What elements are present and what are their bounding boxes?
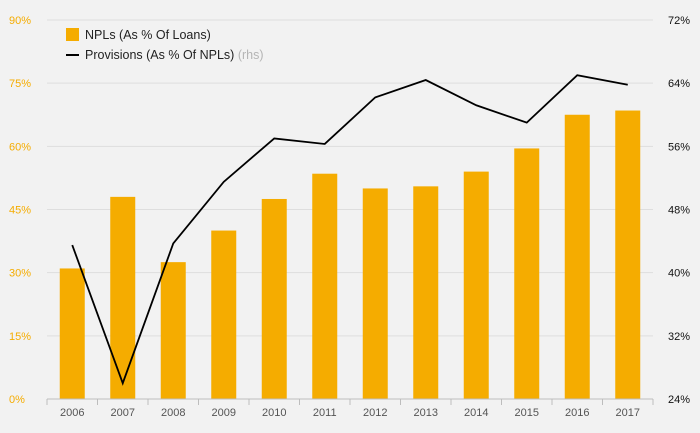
axes: 0% 24% 15% 32% 30% 40% 45% 48% 60% 56% 75% 64% 90% 72… — [9, 15, 690, 419]
bar-npls-2016 — [564, 114, 590, 399]
legend-label-provisions-name: Provisions (As % Of NPLs) — [85, 48, 234, 62]
bar-npls-2011 — [312, 173, 338, 399]
x-tick-label: 2014 — [464, 407, 488, 419]
bar-npls-2006 — [59, 268, 85, 399]
bar-npls-2010 — [261, 198, 287, 399]
y-left-tick-label: 15% — [9, 331, 31, 343]
bar-npls-2013 — [413, 186, 439, 399]
y-left-tick-label: 30% — [9, 268, 31, 280]
legend-label-provisions-suffix: (rhs) — [238, 48, 264, 62]
y-right-tick-label: 56% — [668, 141, 690, 153]
x-tick-label: 2010 — [262, 407, 286, 419]
y-left-tick-label: 45% — [9, 205, 31, 217]
bar-npls-2012 — [362, 188, 388, 399]
bar-series — [59, 110, 641, 400]
y-right-tick-label: 64% — [668, 78, 690, 90]
x-tick-label: 2015 — [515, 407, 539, 419]
legend-label-provisions: Provisions (As % Of NPLs) (rhs) — [85, 48, 264, 62]
legend-swatch-npls — [66, 28, 79, 41]
x-tick-label: 2006 — [60, 407, 84, 419]
y-right-tick-label: 32% — [668, 331, 690, 343]
y-left-tick-label: 75% — [9, 78, 31, 90]
x-tick-label: 2012 — [363, 407, 387, 419]
bar-npls-2015 — [514, 148, 540, 399]
y-right-tick-label: 40% — [668, 268, 690, 280]
x-tick-label: 2016 — [565, 407, 589, 419]
y-right-tick-label: 24% — [668, 394, 690, 406]
bar-npls-2014 — [463, 171, 489, 399]
bar-npls-2007 — [110, 196, 136, 399]
y-left-tick-label: 60% — [9, 141, 31, 153]
y-right-tick-label: 48% — [668, 205, 690, 217]
y-right-tick-label: 72% — [668, 15, 690, 27]
y-left-tick-label: 0% — [9, 394, 25, 406]
gridlines — [47, 19, 653, 337]
y-left-tick-label: 90% — [9, 15, 31, 27]
x-tick-label: 2011 — [313, 407, 337, 419]
line-series — [71, 74, 628, 386]
bar-npls-2009 — [211, 230, 237, 399]
x-tick-label: 2008 — [161, 407, 185, 419]
legend-label-npls: NPLs (As % Of Loans) — [85, 28, 211, 42]
legend: NPLs (As % Of Loans) Provisions (As % Of… — [66, 28, 264, 62]
x-tick-label: 2009 — [212, 407, 236, 419]
x-tick-label: 2017 — [616, 407, 640, 419]
bar-npls-2017 — [615, 110, 641, 400]
x-tick-label: 2007 — [111, 407, 135, 419]
x-tick-label: 2013 — [414, 407, 438, 419]
bar-npls-2008 — [160, 262, 186, 399]
line-provisions — [71, 74, 628, 386]
